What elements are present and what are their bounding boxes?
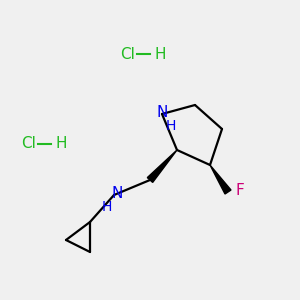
Text: H: H bbox=[56, 136, 67, 152]
Polygon shape bbox=[210, 165, 231, 194]
Text: N: N bbox=[156, 105, 168, 120]
Text: Cl: Cl bbox=[21, 136, 36, 152]
Polygon shape bbox=[147, 150, 177, 182]
Text: H: H bbox=[166, 119, 176, 133]
Text: N: N bbox=[111, 186, 123, 201]
Text: F: F bbox=[236, 183, 244, 198]
Text: Cl: Cl bbox=[120, 46, 135, 62]
Text: H: H bbox=[101, 200, 112, 214]
Text: H: H bbox=[154, 46, 166, 62]
